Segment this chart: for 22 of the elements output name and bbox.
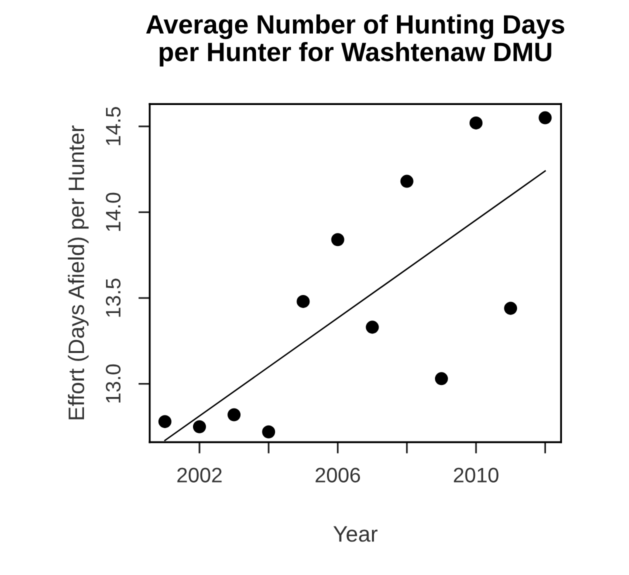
y-tick-label: 14.5 bbox=[106, 106, 121, 146]
y-tick-label: 13.0 bbox=[106, 364, 121, 403]
y-tick-label: 14.0 bbox=[106, 192, 121, 231]
point bbox=[158, 415, 172, 428]
point bbox=[504, 302, 518, 315]
chart-title: Average Number of Hunting Days per Hunter for Washtenaw DMU bbox=[146, 14, 564, 67]
point bbox=[192, 420, 206, 434]
point bbox=[434, 372, 448, 386]
point bbox=[228, 408, 241, 422]
point bbox=[366, 320, 379, 334]
y-axis-title: Effort (Days Afield) per Hunter bbox=[68, 125, 89, 420]
x-tick-label: 2002 bbox=[177, 468, 222, 482]
x-tick-label: 2010 bbox=[454, 468, 498, 482]
x-axis-title: Year bbox=[333, 526, 378, 542]
point bbox=[470, 116, 483, 130]
point bbox=[262, 425, 276, 438]
point bbox=[400, 174, 414, 188]
point bbox=[538, 111, 552, 124]
y-tick-label: 13.5 bbox=[106, 278, 121, 317]
x-tick-label: 2006 bbox=[316, 468, 360, 482]
point bbox=[296, 294, 310, 308]
point bbox=[331, 233, 344, 246]
